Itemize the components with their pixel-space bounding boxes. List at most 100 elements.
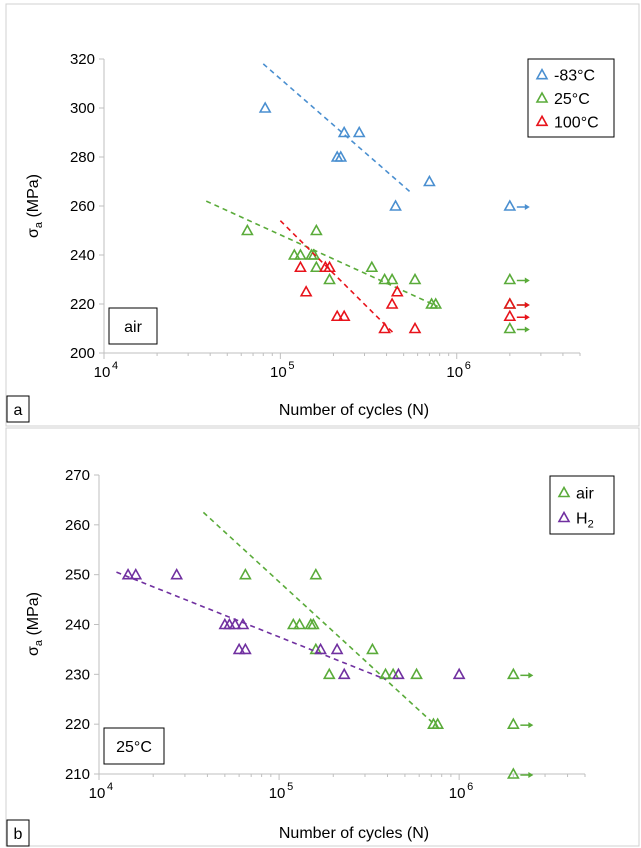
- y-tick-label: 260: [65, 517, 90, 534]
- series-2: [116, 568, 466, 681]
- panel-label: a: [14, 402, 23, 419]
- data-point: [121, 568, 135, 580]
- x-tick-base: 10: [446, 364, 463, 381]
- data-point: [337, 309, 351, 322]
- x-tick-label: 10 4: [94, 360, 118, 381]
- legend-label-main: air: [576, 486, 594, 503]
- x-tick-base: 10: [449, 785, 466, 802]
- legend-item: 100°C: [535, 114, 599, 131]
- y-tick-label: 210: [65, 766, 90, 783]
- data-point: [389, 199, 402, 211]
- y-tick-label: 300: [70, 100, 95, 117]
- legend: air H2: [549, 475, 615, 535]
- data-point: [408, 272, 422, 285]
- data-point: [330, 642, 344, 655]
- data-point: [379, 667, 392, 680]
- y-tick-label: 320: [70, 51, 95, 68]
- data-point: [337, 667, 351, 680]
- data-point: [236, 617, 250, 630]
- panel-label-box: [6, 819, 30, 847]
- data-point: [431, 717, 445, 729]
- x-tick-base: 10: [270, 364, 287, 381]
- y-axis-label: σa (MPa): [25, 174, 45, 238]
- data-point: [287, 248, 301, 260]
- data-point: [452, 667, 466, 680]
- x-axis-label: Number of cycles (N): [279, 825, 429, 842]
- y-tick-label: 280: [70, 149, 95, 166]
- series-2: [205, 200, 530, 334]
- x-tick-base: 10: [94, 364, 111, 381]
- legend-marker: [535, 91, 549, 103]
- legend-marker: [535, 68, 549, 80]
- data-point: [366, 642, 379, 655]
- data-point: [378, 321, 391, 334]
- data-point: [322, 667, 336, 680]
- annotation-label: air: [124, 319, 142, 336]
- data-point: [241, 223, 254, 236]
- trend-line: [116, 571, 386, 681]
- annotation-label: 25°C: [116, 739, 152, 756]
- data-point: [365, 260, 379, 273]
- runout-point: [506, 717, 520, 729]
- x-tick-label: 10 6: [446, 360, 470, 381]
- data-point: [423, 174, 436, 187]
- y-axis-label-symbol: σ: [25, 646, 42, 656]
- data-point: [323, 272, 336, 285]
- data-point: [286, 617, 300, 630]
- legend-box: [527, 58, 615, 138]
- legend-label: 25°C: [554, 91, 590, 108]
- runout-point: [503, 199, 517, 211]
- data-point: [385, 297, 399, 309]
- y-axis-label-subscript: a: [33, 639, 45, 646]
- data-point: [408, 321, 422, 334]
- legend-item: 25°C: [535, 91, 590, 108]
- x-tick-base: 10: [269, 785, 286, 802]
- data-point: [385, 272, 399, 285]
- data-point: [309, 568, 323, 580]
- y-tick-label: 200: [70, 345, 95, 362]
- y-tick-label: 260: [70, 198, 95, 215]
- y-axis-label-unit: (MPa): [25, 174, 42, 222]
- x-tick-exponent: 4: [112, 360, 118, 372]
- x-tick-base: 10: [89, 785, 106, 802]
- x-tick-exponent: 6: [465, 360, 471, 372]
- x-tick-label: 10 5: [269, 781, 293, 802]
- panel-label-box: [6, 395, 30, 423]
- runout-arrow-head: [528, 772, 534, 778]
- data-point: [392, 667, 405, 680]
- chart-frame: [5, 3, 640, 427]
- data-point: [352, 125, 366, 138]
- runout-arrow-head: [528, 722, 534, 729]
- trend-line: [202, 511, 441, 730]
- data-point: [228, 617, 242, 630]
- y-tick-label: 250: [65, 567, 90, 584]
- y-tick-label: 270: [65, 467, 90, 484]
- data-point: [410, 667, 423, 680]
- y-axis-label-subscript: a: [33, 221, 45, 228]
- runout-point: [503, 272, 517, 285]
- runout-arrow-head: [528, 672, 534, 679]
- legend-label-subscript: 2: [588, 519, 594, 531]
- x-axis-label: Number of cycles (N): [279, 402, 429, 419]
- x-tick-label: 10 5: [270, 360, 294, 381]
- runout-arrow-head: [524, 277, 530, 284]
- runout-point: [503, 297, 517, 309]
- legend-marker: [535, 114, 549, 127]
- chart-frame: [5, 427, 640, 847]
- data-point: [334, 150, 348, 162]
- legend-label: 100°C: [554, 114, 599, 131]
- x-tick-exponent: 5: [287, 781, 293, 793]
- legend-box: [549, 475, 615, 535]
- legend-item: H2: [557, 510, 594, 531]
- legend-marker: [557, 485, 571, 498]
- data-point: [293, 617, 306, 630]
- legend-label: air: [576, 486, 594, 503]
- y-axis-label-unit: (MPa): [25, 592, 42, 640]
- runout-point: [506, 767, 520, 779]
- legend-marker: [557, 510, 571, 523]
- y-tick-label: 220: [65, 716, 90, 733]
- legend-item: -83°C: [535, 68, 595, 85]
